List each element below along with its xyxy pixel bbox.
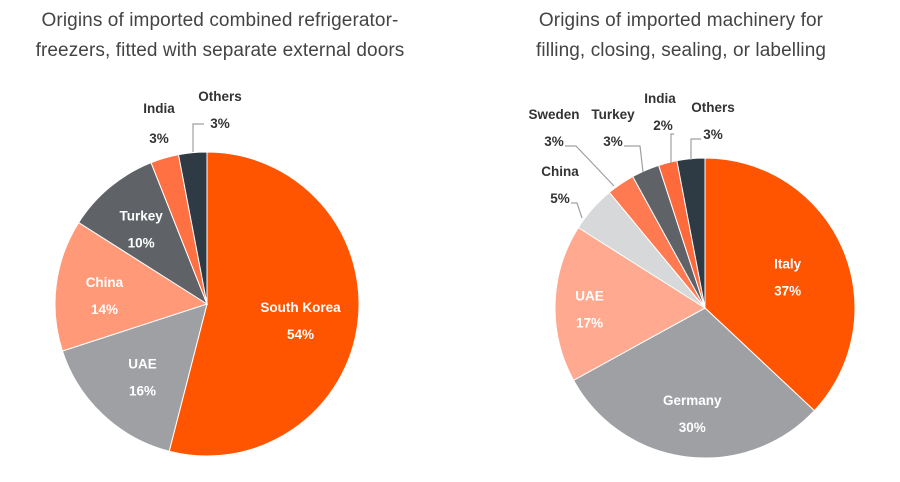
slice-label-italy: Italy [774, 256, 802, 271]
chart-title-line-1: Origins of imported combined refrigerato… [41, 10, 399, 31]
pie-slice-others [177, 151, 208, 305]
pie-slice-china [54, 221, 209, 352]
slice-label-uae: UAE [128, 357, 157, 372]
leader-line-india [670, 133, 674, 163]
slice-value-uae: 16% [129, 384, 156, 399]
slice-value-uae: 17% [576, 315, 603, 330]
pie-slice-uae [554, 226, 706, 381]
slice-value-south-korea: 54% [287, 327, 314, 342]
slice-value-sweden: 3% [544, 134, 564, 149]
slice-label-china: China [86, 275, 124, 290]
slice-label-sweden: Sweden [528, 107, 579, 122]
leader-line-others [690, 138, 701, 160]
leader-line-others [192, 123, 204, 152]
slice-label-turkey: Turkey [591, 107, 635, 122]
slice-value-turkey: 10% [128, 235, 155, 250]
pie-slice-germany [572, 307, 816, 459]
slice-value-china: 14% [91, 302, 118, 317]
leader-line-sweden [565, 145, 615, 187]
slice-value-italy: 37% [774, 283, 801, 298]
slice-value-india: 3% [149, 131, 169, 146]
chart-title-line-2: filling, closing, sealing, or labelling [535, 40, 827, 61]
slice-label-china: China [541, 164, 579, 179]
chart-title-line-2: freezers, fitted with separate external … [35, 40, 405, 61]
pie-slice-south-korea [168, 151, 360, 457]
slice-label-others: Others [198, 89, 242, 104]
slice-value-germany: 30% [679, 420, 706, 435]
slice-label-india: India [143, 101, 175, 116]
pie-slice-uae [61, 303, 208, 452]
chart-title-machinery: Origins of imported machinery for fillin… [462, 6, 900, 66]
pie-chart-1 [54, 151, 360, 457]
slice-label-others: Others [691, 100, 735, 115]
slice-label-south-korea: South Korea [260, 300, 341, 315]
slice-value-others: 3% [210, 116, 230, 131]
pie-slice-turkey [77, 162, 209, 306]
pie-slice-italy [704, 157, 856, 412]
slice-label-germany: Germany [663, 393, 722, 408]
slice-value-others: 3% [703, 127, 723, 142]
leader-line-turkey [624, 145, 644, 173]
slice-value-india: 2% [653, 118, 673, 133]
chart-title-line-1: Origins of imported machinery for [538, 10, 824, 31]
pie-chart-2 [554, 157, 856, 459]
slice-label-turkey: Turkey [119, 208, 163, 223]
slice-value-turkey: 3% [603, 134, 623, 149]
slice-label-uae: UAE [575, 288, 604, 303]
leader-line-china [571, 202, 583, 219]
chart-title-refrigerators: Origins of imported combined refrigerato… [0, 6, 440, 66]
slice-value-china: 5% [550, 191, 570, 206]
slice-label-india: India [644, 91, 676, 106]
